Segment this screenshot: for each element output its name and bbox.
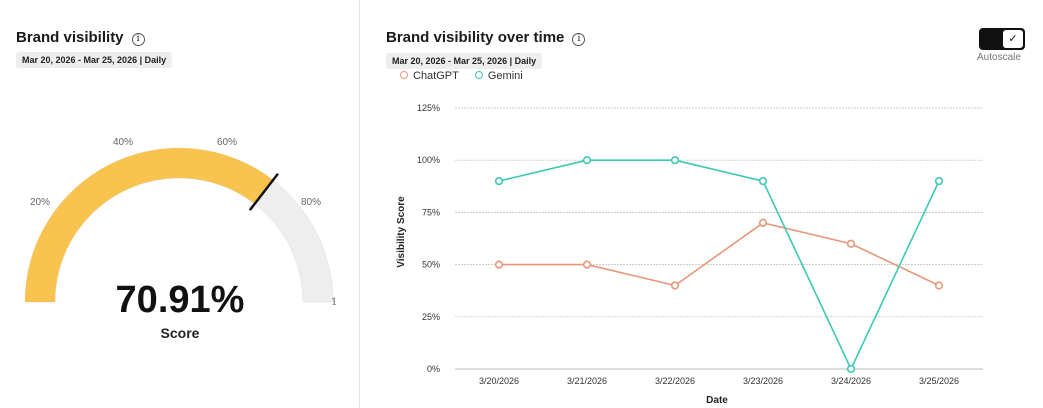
y-tick-label: 100% bbox=[417, 155, 440, 165]
title-text: Brand visibility bbox=[16, 29, 124, 46]
series-line-gemini bbox=[498, 159, 940, 371]
autoscale-label: Autoscale bbox=[977, 52, 1021, 63]
title-text: Brand visibility over time bbox=[386, 29, 565, 46]
data-point-chatgpt bbox=[846, 239, 856, 248]
x-tick-label: 3/20/2026 bbox=[479, 376, 519, 386]
score-label: Score bbox=[160, 325, 200, 341]
legend-item-chatgpt[interactable]: ChatGPT bbox=[400, 70, 459, 82]
x-axis-label: Date bbox=[706, 395, 728, 406]
score-value: 70.91% bbox=[115, 279, 245, 321]
gauge-tick-60: 60% bbox=[217, 137, 238, 148]
y-tick-label: 125% bbox=[417, 103, 440, 113]
circle-icon bbox=[474, 71, 483, 79]
x-tick-label: 3/25/2026 bbox=[919, 376, 959, 386]
gauge-tick-80: 80% bbox=[301, 197, 322, 208]
line-chart: Visibility Score Date 0% 25% 50% 75% 100% 125… bbox=[396, 103, 983, 406]
data-point-gemini bbox=[758, 176, 768, 186]
x-tick-label: 3/21/2026 bbox=[567, 376, 607, 386]
legend-label: Gemini bbox=[487, 70, 523, 82]
legend-label: ChatGPT bbox=[413, 70, 459, 82]
data-point-gemini bbox=[582, 156, 592, 165]
panel-divider bbox=[359, 0, 360, 408]
autoscale-toggle[interactable]: ✓ bbox=[979, 28, 1025, 50]
gauge-tick-20: 20% bbox=[30, 197, 51, 208]
data-point-gemini bbox=[494, 176, 504, 186]
gauge-max-label: 1 bbox=[331, 297, 338, 308]
data-point-gemini bbox=[934, 176, 944, 186]
data-point-gemini bbox=[846, 364, 856, 374]
y-tick-label: 75% bbox=[422, 207, 440, 217]
gauge-marker bbox=[248, 172, 279, 211]
data-point-gemini bbox=[670, 156, 680, 165]
date-range-badge: Mar 20, 2026 - Mar 25, 2026 | Daily bbox=[386, 53, 543, 69]
data-point-chatgpt bbox=[758, 218, 768, 227]
series-line-chatgpt bbox=[499, 221, 940, 287]
info-icon[interactable]: i bbox=[131, 33, 145, 46]
data-point-chatgpt bbox=[670, 281, 680, 290]
y-tick-label: 25% bbox=[422, 312, 440, 322]
y-axis-label: Visibility Score bbox=[396, 196, 407, 268]
x-tick-label: 3/24/2026 bbox=[831, 376, 871, 386]
brand-visibility-title: Brand visibility i bbox=[16, 29, 145, 46]
data-point-chatgpt bbox=[582, 260, 592, 269]
info-icon[interactable]: i bbox=[572, 33, 586, 46]
legend-item-gemini[interactable]: Gemini bbox=[474, 70, 523, 82]
data-point-chatgpt bbox=[494, 260, 504, 269]
y-tick-label: 0% bbox=[427, 364, 440, 374]
gauge bbox=[24, 147, 334, 303]
y-tick-label: 50% bbox=[422, 260, 440, 270]
gauge-fill bbox=[25, 148, 274, 302]
gauge-tick-40: 40% bbox=[113, 137, 134, 148]
over-time-title: Brand visibility over time i bbox=[386, 29, 586, 46]
date-range-badge: Mar 20, 2026 - Mar 25, 2026 | Daily bbox=[16, 52, 173, 68]
data-point-chatgpt bbox=[934, 281, 944, 290]
circle-icon bbox=[400, 71, 408, 79]
x-tick-label: 3/23/2026 bbox=[743, 376, 783, 386]
check-icon: ✓ bbox=[1003, 30, 1023, 48]
legend: ChatGPT Gemini bbox=[400, 70, 523, 82]
x-tick-label: 3/22/2026 bbox=[655, 376, 695, 386]
